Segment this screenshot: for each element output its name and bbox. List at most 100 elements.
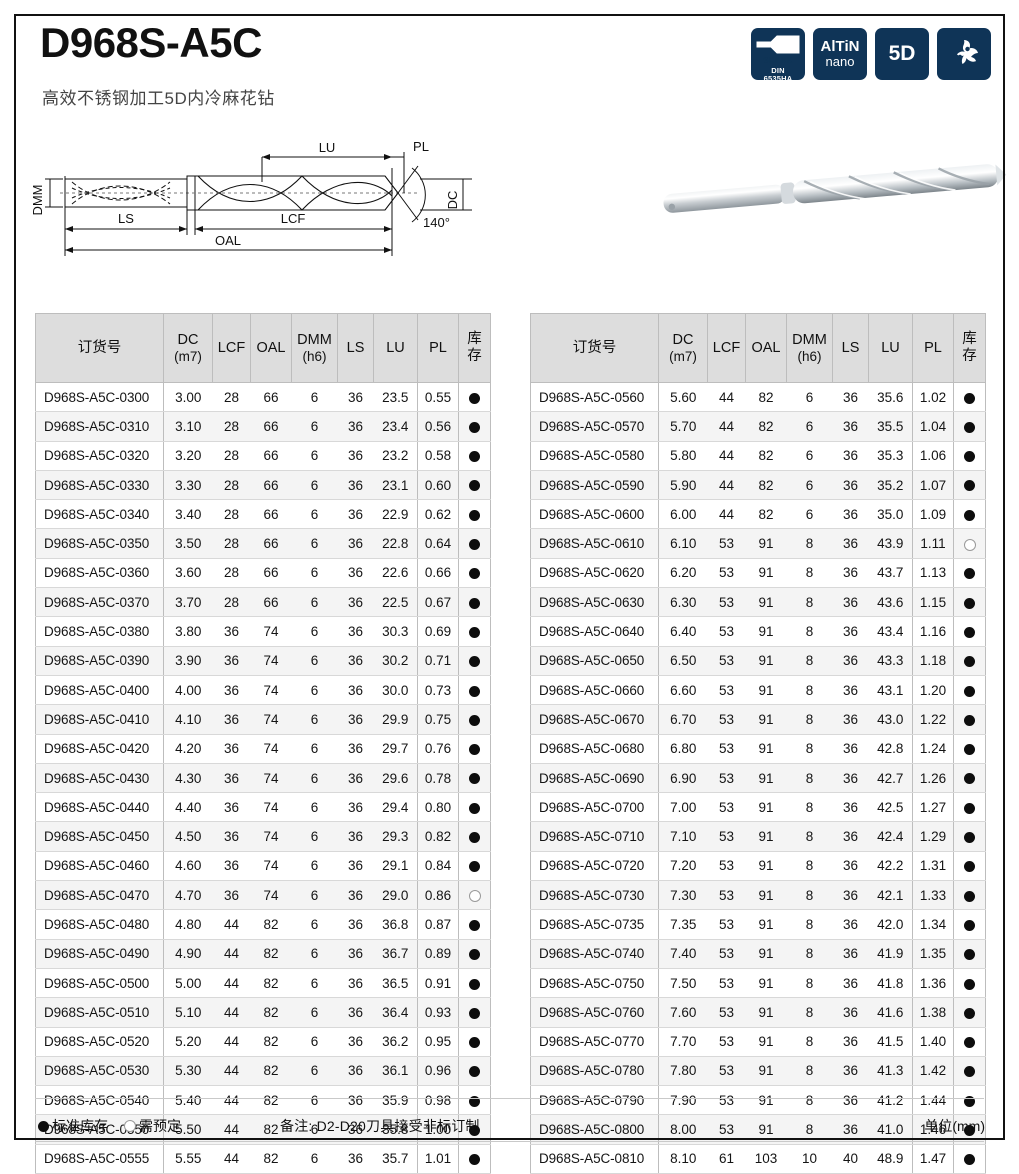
table-row[interactable]: D968S-A5C-0650 6.50 53 91 8 36 43.3 1.18 bbox=[530, 646, 986, 676]
table-row[interactable]: D968S-A5C-0700 7.00 53 91 8 36 42.5 1.27 bbox=[530, 792, 986, 823]
table-row[interactable]: D968S-A5C-0620 6.20 53 91 8 36 43.7 1.13 bbox=[530, 558, 986, 589]
table-row[interactable]: D968S-A5C-0720 7.20 53 91 8 36 42.2 1.31 bbox=[530, 851, 986, 882]
table-row[interactable]: D968S-A5C-0770 7.70 53 91 8 36 41.5 1.40 bbox=[530, 1027, 986, 1057]
coating-badge-line1: AlTiN bbox=[820, 37, 860, 55]
cell-lcf: 28 bbox=[212, 499, 251, 530]
cell-dc: 3.50 bbox=[163, 528, 213, 559]
cell-ls: 36 bbox=[337, 558, 374, 589]
table-row[interactable]: D968S-A5C-0750 7.50 53 91 8 36 41.8 1.36 bbox=[530, 968, 986, 999]
table-body-right: D968S-A5C-0560 5.60 44 82 6 36 35.6 1.02 D968S-A… bbox=[530, 382, 986, 1174]
coating-badge: AlTiN nano bbox=[813, 28, 867, 80]
table-row[interactable]: D968S-A5C-0660 6.60 53 91 8 36 43.1 1.20 bbox=[530, 675, 986, 706]
table-row[interactable]: D968S-A5C-0380 3.80 36 74 6 36 30.3 0.69 bbox=[35, 616, 491, 647]
cell-pl: 1.27 bbox=[912, 792, 954, 823]
table-row[interactable]: D968S-A5C-0460 4.60 36 74 6 36 29.1 0.84 bbox=[35, 851, 491, 882]
table-row[interactable]: D968S-A5C-0330 3.30 28 66 6 36 23.1 0.60 bbox=[35, 470, 491, 501]
cell-code: D968S-A5C-0330 bbox=[35, 470, 164, 501]
table-row[interactable]: D968S-A5C-0310 3.10 28 66 6 36 23.4 0.56 bbox=[35, 411, 491, 442]
table-row[interactable]: D968S-A5C-0640 6.40 53 91 8 36 43.4 1.16 bbox=[530, 616, 986, 647]
cell-stock bbox=[458, 909, 491, 940]
table-row[interactable]: D968S-A5C-0790 7.90 53 91 8 36 41.2 1.44 bbox=[530, 1085, 986, 1116]
table-row[interactable]: D968S-A5C-0450 4.50 36 74 6 36 29.3 0.82 bbox=[35, 821, 491, 852]
cell-pl: 1.06 bbox=[912, 441, 954, 471]
cell-ls: 36 bbox=[337, 470, 374, 501]
cell-lu: 23.4 bbox=[373, 411, 418, 442]
cell-dc: 5.20 bbox=[163, 1027, 213, 1057]
table-row[interactable]: D968S-A5C-0520 5.20 44 82 6 36 36.2 0.95 bbox=[35, 1027, 491, 1057]
table-row[interactable]: D968S-A5C-0470 4.70 36 74 6 36 29.0 0.86 bbox=[35, 880, 491, 911]
cell-dc: 4.80 bbox=[163, 909, 213, 940]
cell-oal: 74 bbox=[250, 821, 292, 852]
table-row[interactable]: D968S-A5C-0370 3.70 28 66 6 36 22.5 0.67 bbox=[35, 587, 491, 618]
table-row[interactable]: D968S-A5C-0760 7.60 53 91 8 36 41.6 1.38 bbox=[530, 997, 986, 1028]
cell-lcf: 28 bbox=[212, 587, 251, 618]
cell-ls: 36 bbox=[832, 441, 869, 471]
table-row[interactable]: D968S-A5C-0730 7.30 53 91 8 36 42.1 1.33 bbox=[530, 880, 986, 911]
table-row[interactable]: D968S-A5C-0390 3.90 36 74 6 36 30.2 0.71 bbox=[35, 646, 491, 676]
table-row[interactable]: D968S-A5C-0320 3.20 28 66 6 36 23.2 0.58 bbox=[35, 441, 491, 471]
coolant-pinwheel-icon bbox=[957, 40, 978, 64]
cell-code: D968S-A5C-0580 bbox=[530, 441, 659, 471]
table-row[interactable]: D968S-A5C-0780 7.80 53 91 8 36 41.3 1.42 bbox=[530, 1056, 986, 1087]
table-row[interactable]: D968S-A5C-0710 7.10 53 91 8 36 42.4 1.29 bbox=[530, 821, 986, 852]
table-row[interactable]: D968S-A5C-0555 5.55 44 82 6 36 35.7 1.01 bbox=[35, 1144, 491, 1174]
col-header-dmm: DMM (h6) bbox=[291, 313, 338, 383]
cell-dmm: 8 bbox=[786, 939, 833, 969]
table-row[interactable]: D968S-A5C-0735 7.35 53 91 8 36 42.0 1.34 bbox=[530, 909, 986, 940]
cell-pl: 0.69 bbox=[417, 616, 459, 647]
table-row[interactable]: D968S-A5C-0300 3.00 28 66 6 36 23.5 0.55 bbox=[35, 382, 491, 413]
table-row[interactable]: D968S-A5C-0590 5.90 44 82 6 36 35.2 1.07 bbox=[530, 470, 986, 501]
table-row[interactable]: D968S-A5C-0340 3.40 28 66 6 36 22.9 0.62 bbox=[35, 499, 491, 530]
cell-lcf: 44 bbox=[212, 1027, 251, 1057]
footer-unit: 单位(mm) bbox=[924, 1118, 985, 1134]
table-row[interactable]: D968S-A5C-0610 6.10 53 91 8 36 43.9 1.11 bbox=[530, 528, 986, 559]
table-row[interactable]: D968S-A5C-0410 4.10 36 74 6 36 29.9 0.75 bbox=[35, 704, 491, 735]
filled-circle-icon bbox=[964, 1007, 975, 1019]
cell-stock bbox=[458, 1056, 491, 1087]
table-row[interactable]: D968S-A5C-0430 4.30 36 74 6 36 29.6 0.78 bbox=[35, 763, 491, 794]
table-row[interactable]: D968S-A5C-0690 6.90 53 91 8 36 42.7 1.26 bbox=[530, 763, 986, 794]
cell-lu: 23.2 bbox=[373, 441, 418, 471]
cell-ls: 36 bbox=[337, 1085, 374, 1116]
table-row[interactable]: D968S-A5C-0500 5.00 44 82 6 36 36.5 0.91 bbox=[35, 968, 491, 999]
cell-lu: 30.0 bbox=[373, 675, 418, 706]
table-row[interactable]: D968S-A5C-0510 5.10 44 82 6 36 36.4 0.93 bbox=[35, 997, 491, 1028]
table-row[interactable]: D968S-A5C-0740 7.40 53 91 8 36 41.9 1.35 bbox=[530, 939, 986, 969]
table-row[interactable]: D968S-A5C-0490 4.90 44 82 6 36 36.7 0.89 bbox=[35, 939, 491, 969]
cell-dc: 4.40 bbox=[163, 792, 213, 823]
table-row[interactable]: D968S-A5C-0350 3.50 28 66 6 36 22.8 0.64 bbox=[35, 528, 491, 559]
cell-oal: 66 bbox=[250, 470, 292, 501]
table-row[interactable]: D968S-A5C-0670 6.70 53 91 8 36 43.0 1.22 bbox=[530, 704, 986, 735]
table-row[interactable]: D968S-A5C-0630 6.30 53 91 8 36 43.6 1.15 bbox=[530, 587, 986, 618]
table-row[interactable]: D968S-A5C-0570 5.70 44 82 6 36 35.5 1.04 bbox=[530, 411, 986, 442]
table-row[interactable]: D968S-A5C-0580 5.80 44 82 6 36 35.3 1.06 bbox=[530, 441, 986, 471]
table-row[interactable]: D968S-A5C-0680 6.80 53 91 8 36 42.8 1.24 bbox=[530, 734, 986, 764]
product-photo bbox=[645, 150, 1015, 230]
cell-dc: 6.40 bbox=[658, 616, 708, 647]
table-row[interactable]: D968S-A5C-0600 6.00 44 82 6 36 35.0 1.09 bbox=[530, 499, 986, 530]
table-row[interactable]: D968S-A5C-0400 4.00 36 74 6 36 30.0 0.73 bbox=[35, 675, 491, 706]
page-subtitle: 高效不锈钢加工5D内冷麻花钻 bbox=[42, 89, 275, 108]
table-row[interactable]: D968S-A5C-0810 8.10 61 103 10 40 48.9 1.47 bbox=[530, 1144, 986, 1174]
cell-code: D968S-A5C-0560 bbox=[530, 382, 659, 413]
cell-ls: 36 bbox=[832, 411, 869, 442]
table-row[interactable]: D968S-A5C-0530 5.30 44 82 6 36 36.1 0.96 bbox=[35, 1056, 491, 1087]
table-row[interactable]: D968S-A5C-0420 4.20 36 74 6 36 29.7 0.76 bbox=[35, 734, 491, 764]
cell-dmm: 6 bbox=[291, 1085, 338, 1116]
technical-drawing: DMM LS LCF OAL LU PL DC 140° bbox=[20, 132, 490, 282]
cell-pl: 0.71 bbox=[417, 646, 459, 676]
table-row[interactable]: D968S-A5C-0360 3.60 28 66 6 36 22.6 0.66 bbox=[35, 558, 491, 589]
table-row[interactable]: D968S-A5C-0560 5.60 44 82 6 36 35.6 1.02 bbox=[530, 382, 986, 413]
cell-ls: 36 bbox=[832, 968, 869, 999]
cell-code: D968S-A5C-0600 bbox=[530, 499, 659, 530]
table-row[interactable]: D968S-A5C-0440 4.40 36 74 6 36 29.4 0.80 bbox=[35, 792, 491, 823]
cell-lu: 35.2 bbox=[868, 470, 913, 501]
cell-dc: 5.30 bbox=[163, 1056, 213, 1087]
cell-stock bbox=[458, 470, 491, 501]
cell-code: D968S-A5C-0790 bbox=[530, 1085, 659, 1116]
cell-ls: 36 bbox=[832, 675, 869, 706]
table-row[interactable]: D968S-A5C-0540 5.40 44 82 6 36 35.9 0.98 bbox=[35, 1085, 491, 1116]
cell-ls: 36 bbox=[337, 851, 374, 882]
cell-dc: 3.20 bbox=[163, 441, 213, 471]
table-row[interactable]: D968S-A5C-0480 4.80 44 82 6 36 36.8 0.87 bbox=[35, 909, 491, 940]
